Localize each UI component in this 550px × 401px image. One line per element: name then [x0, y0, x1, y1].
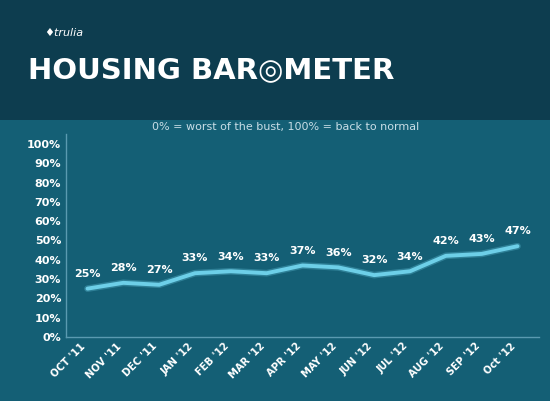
- Text: 0% = worst of the bust, 100% = back to normal: 0% = worst of the bust, 100% = back to n…: [152, 122, 420, 132]
- Text: HOUSING BAR◎METER: HOUSING BAR◎METER: [28, 56, 394, 84]
- Text: ♦trulia: ♦trulia: [44, 28, 83, 38]
- Text: 36%: 36%: [325, 248, 351, 258]
- Text: 43%: 43%: [469, 234, 495, 244]
- Text: 42%: 42%: [432, 236, 459, 246]
- Text: 28%: 28%: [110, 263, 136, 273]
- Text: 32%: 32%: [361, 255, 387, 265]
- Text: 33%: 33%: [254, 253, 280, 263]
- Text: 34%: 34%: [217, 251, 244, 261]
- Text: 37%: 37%: [289, 246, 316, 256]
- Text: 47%: 47%: [504, 227, 531, 237]
- Text: 34%: 34%: [397, 251, 424, 261]
- Text: 25%: 25%: [74, 269, 101, 279]
- Text: 27%: 27%: [146, 265, 173, 275]
- Text: 33%: 33%: [182, 253, 208, 263]
